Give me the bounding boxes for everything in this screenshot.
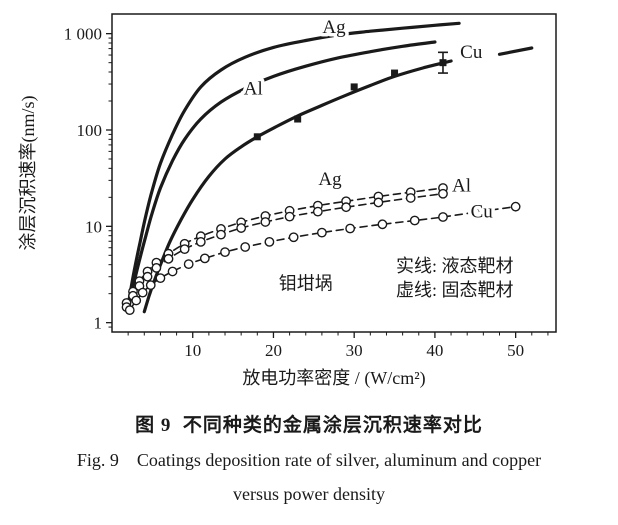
marker-cu-solid-target [124, 305, 135, 316]
marker-cu-liquid [253, 133, 261, 141]
marker-cu-solid-target [145, 280, 156, 291]
marker-cu-solid-target [183, 259, 194, 270]
x-tick-label: 40 [426, 341, 443, 360]
marker-al-solid-target [312, 206, 323, 217]
marker-al-solid-target [179, 244, 190, 255]
annotation-crucible: 钼坩埚 [279, 274, 333, 294]
marker-cu-liquid [350, 83, 358, 91]
y-axis-title: 涂层沉积速率(nm/s) [18, 95, 39, 250]
marker-cu-solid-target [264, 236, 275, 247]
marker-al-solid-target [236, 223, 247, 233]
label-al-solid-target: Al [452, 175, 471, 196]
marker-al-solid-target [373, 197, 384, 208]
x-tick-label: 50 [507, 341, 524, 360]
marker-cu-solid-target [155, 273, 166, 284]
figure-caption-english-2: versus power density [233, 484, 385, 504]
marker-al-solid-target [438, 188, 448, 199]
figure-caption-chinese: 图 9 不同种类的金属涂层沉积速率对比 [135, 415, 483, 436]
marker-cu-solid-target [316, 227, 327, 238]
marker-al-solid-target [341, 202, 352, 213]
marker-cu-solid-target [438, 212, 448, 222]
y-tick-label: 1 000 [64, 25, 102, 44]
marker-al-solid-target [260, 217, 271, 227]
label-cu-liquid: Cu [460, 42, 483, 63]
curve-cu-liquid-ext [497, 46, 534, 56]
marker-cu-liquid [439, 59, 447, 67]
x-tick-label: 30 [346, 341, 363, 360]
label-cu-solid-target: Cu [471, 202, 494, 223]
plot-border [111, 13, 557, 333]
x-tick-label: 10 [184, 341, 201, 360]
marker-cu-liquid [391, 69, 399, 77]
marker-cu-solid-target [288, 232, 299, 243]
legend-line-2: 虚线: 固态靶材 [396, 280, 514, 300]
curve-cu-liquid [142, 59, 453, 314]
marker-al-solid-target [216, 229, 226, 240]
marker-cu-solid-target [377, 219, 388, 230]
marker-al-solid-target [151, 263, 162, 273]
marker-cu-liquid [294, 115, 302, 123]
marker-al-solid-target [142, 271, 153, 282]
marker-al-solid-target [405, 193, 416, 203]
label-ag-solid-target: Ag [318, 169, 342, 190]
marker-cu-solid-target [220, 247, 230, 258]
marker-cu-solid-target [409, 215, 420, 226]
y-tick-label: 1 [94, 314, 103, 333]
marker-cu-solid-target [510, 201, 521, 212]
marker-al-solid-target [195, 236, 206, 247]
marker-cu-solid-target [199, 253, 210, 264]
marker-al-solid-target [284, 211, 295, 222]
x-tick-label: 20 [265, 341, 282, 360]
marker-cu-solid-target [240, 242, 251, 252]
marker-cu-solid-target [131, 295, 142, 306]
legend-line-1: 实线: 液态靶材 [396, 256, 514, 276]
curve-al-liquid [126, 40, 437, 311]
marker-cu-solid-target [167, 266, 178, 277]
curve-ag-liquid [126, 21, 461, 308]
label-al-liquid: Al [244, 78, 263, 99]
marker-cu-solid-target [345, 223, 356, 234]
label-ag-liquid: Ag [322, 17, 346, 38]
marker-cu-solid-target [470, 207, 481, 218]
chart-svg: 10 20 30 40 50 1 10 100 1 000 放电功率密度 / (W/cm²) 涂层沉… [18, 13, 557, 389]
figure-caption-english-1: Fig. 9 Coatings deposition rate of silve… [76, 450, 542, 470]
x-axis-title: 放电功率密度 / (W/cm²) [242, 368, 425, 389]
y-tick-label: 100 [77, 121, 103, 140]
marker-al-solid-target [163, 253, 174, 264]
y-tick-label: 10 [85, 217, 102, 236]
marker-cu-solid-target [137, 287, 148, 298]
